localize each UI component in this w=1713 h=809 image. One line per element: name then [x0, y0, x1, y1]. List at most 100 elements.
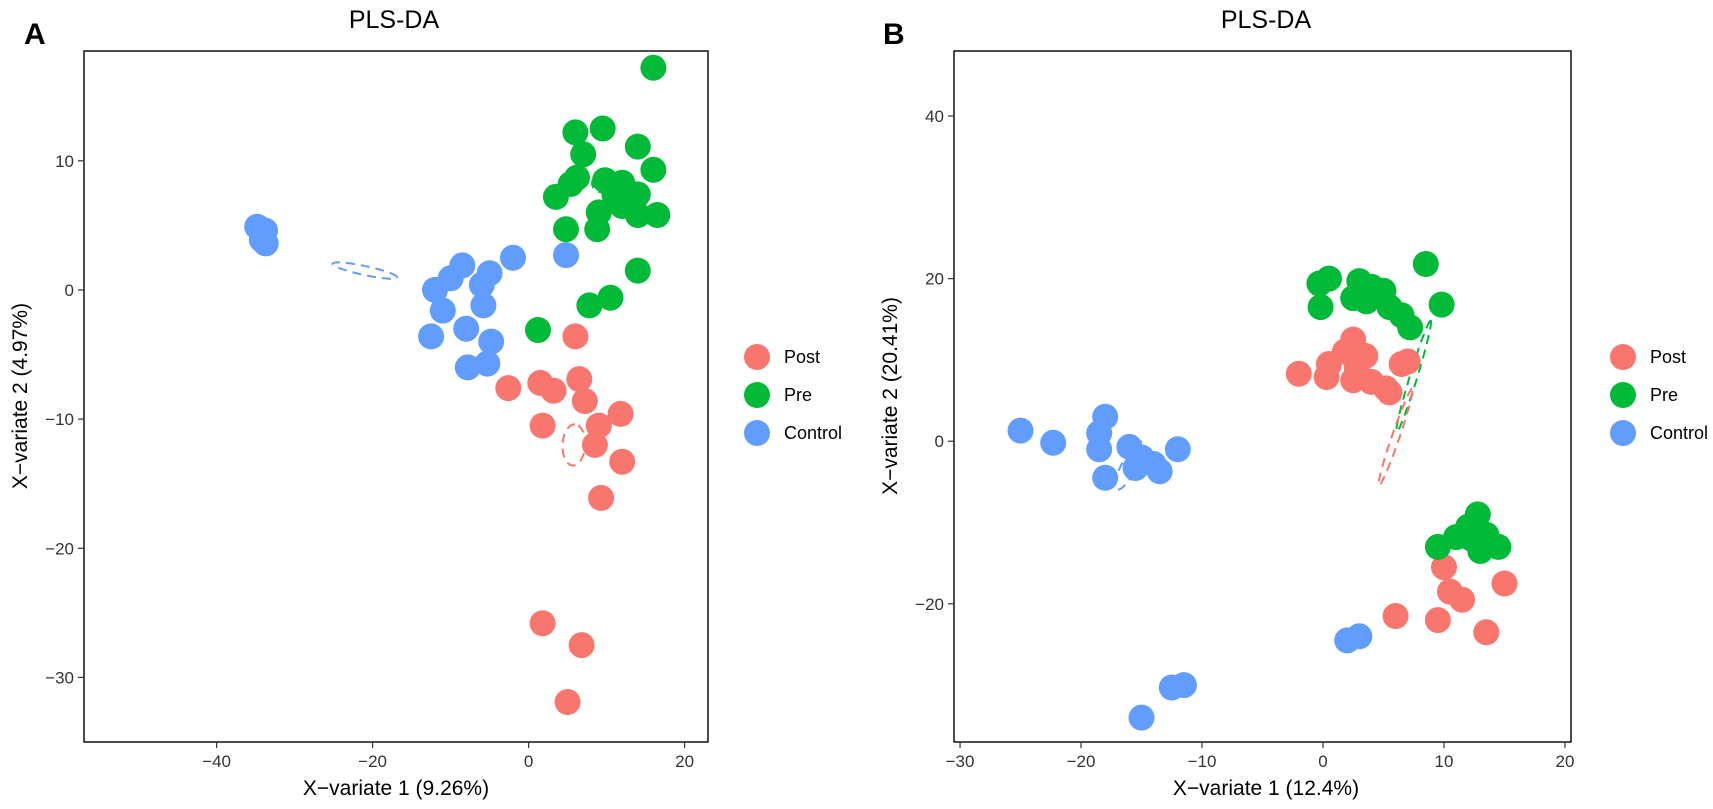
- point-control: [1086, 436, 1113, 463]
- legend-marker-pre: [744, 382, 770, 408]
- point-pre: [1306, 270, 1333, 297]
- point-post: [588, 484, 615, 511]
- point-pre: [1412, 251, 1439, 277]
- point-control: [474, 350, 501, 377]
- panel-b-y-axis: −20 0 20 40: [915, 107, 954, 614]
- point-control: [1334, 627, 1361, 654]
- point-post: [1382, 603, 1409, 629]
- panel-b-x-axis-label: X−variate 1 (12.4%): [1173, 777, 1359, 800]
- panel-b-plot-frame: [953, 50, 1572, 743]
- ellipse-control: [331, 261, 399, 280]
- panel-b: B PLS-DA −30 −20 −10 0 10 20 −20 0 20 40 X−varia…: [879, 6, 1708, 800]
- point-pre: [1307, 294, 1334, 321]
- y-tick-label: 20: [925, 270, 944, 289]
- y-tick-label: −30: [45, 668, 74, 687]
- x-tick-label: 20: [675, 752, 694, 771]
- x-tick-label: −40: [202, 752, 231, 771]
- point-post: [1376, 379, 1403, 406]
- point-post: [1473, 619, 1500, 646]
- point-post: [562, 323, 589, 350]
- panel-a: A PLS-DA −40 −20 0 20 −30 −20 −10 0 10 X−variat…: [9, 6, 842, 800]
- legend-label-pre: Pre: [1650, 385, 1678, 405]
- panel-a-y-axis: −30 −20 −10 0 10: [45, 152, 84, 687]
- x-tick-label: 0: [524, 752, 533, 771]
- point-control: [454, 354, 481, 381]
- point-pre: [570, 141, 597, 168]
- point-pre: [525, 317, 551, 343]
- point-pre: [1467, 538, 1494, 564]
- point-pre: [589, 115, 616, 142]
- point-post: [495, 375, 522, 402]
- panel-a-title: PLS-DA: [349, 6, 440, 34]
- point-post: [609, 448, 636, 475]
- point-control: [1092, 464, 1119, 491]
- point-control: [1007, 417, 1034, 444]
- point-pre: [644, 202, 671, 228]
- point-post: [529, 610, 556, 637]
- y-tick-label: 0: [65, 281, 74, 300]
- legend-marker-post: [744, 344, 770, 370]
- point-pre: [542, 183, 569, 210]
- point-pre: [562, 119, 589, 146]
- x-tick-label: −20: [1067, 752, 1096, 771]
- x-tick-label: −10: [1188, 752, 1217, 771]
- panel-letter-b: B: [883, 18, 905, 51]
- point-control: [553, 242, 579, 269]
- legend-marker-pre: [1610, 382, 1636, 408]
- point-control: [1164, 436, 1191, 463]
- y-tick-label: 10: [55, 152, 74, 171]
- point-post: [585, 412, 612, 439]
- panel-a-confidence-ellipses: [331, 171, 623, 467]
- point-pre: [597, 284, 624, 311]
- x-tick-label: 10: [1435, 752, 1454, 771]
- point-post: [568, 632, 595, 659]
- point-pre: [1353, 288, 1380, 315]
- point-control: [478, 328, 505, 355]
- x-tick-label: −30: [946, 752, 975, 771]
- x-tick-label: −20: [358, 752, 387, 771]
- point-pre: [584, 216, 611, 243]
- point-control: [1158, 674, 1185, 701]
- x-tick-label: 0: [1318, 752, 1327, 771]
- point-post: [1424, 607, 1451, 634]
- y-tick-label: −20: [45, 539, 74, 558]
- point-post: [529, 412, 556, 439]
- legend-marker-post: [1610, 344, 1636, 370]
- point-post: [1394, 348, 1421, 375]
- point-pre: [624, 202, 651, 228]
- point-post: [571, 388, 598, 414]
- ellipse-post: [561, 423, 587, 467]
- point-control: [1040, 429, 1067, 456]
- point-post: [554, 689, 581, 715]
- panel-b-legend: Post Pre Control: [1610, 344, 1708, 446]
- panel-a-x-axis: −40 −20 0 20: [202, 742, 694, 771]
- point-control: [470, 292, 497, 319]
- legend-marker-control: [1610, 420, 1636, 446]
- point-control: [422, 276, 448, 303]
- point-control: [1122, 455, 1149, 481]
- panel-b-y-axis-label: X−variate 2 (20.41%): [879, 297, 902, 495]
- point-post: [607, 400, 634, 427]
- y-tick-label: −20: [915, 595, 944, 614]
- point-post: [540, 377, 567, 404]
- point-pre: [640, 156, 667, 183]
- point-control: [1146, 458, 1173, 485]
- panel-a-y-axis-label: X−variate 2 (4.97%): [9, 303, 32, 489]
- x-tick-label: 20: [1555, 752, 1574, 771]
- point-post: [1285, 360, 1312, 387]
- point-pre: [624, 257, 651, 284]
- point-control: [500, 244, 526, 271]
- point-post: [1313, 364, 1340, 390]
- point-control: [252, 230, 279, 257]
- legend-label-control: Control: [1650, 423, 1708, 443]
- panel-letter-a: A: [24, 18, 46, 51]
- point-pre: [624, 133, 651, 160]
- legend-label-post: Post: [1650, 347, 1686, 367]
- panel-a-plot-frame: [83, 50, 709, 743]
- legend-label-post: Post: [784, 347, 820, 367]
- y-tick-label: 0: [935, 432, 944, 451]
- ellipse-post: [1377, 387, 1414, 487]
- point-control: [468, 271, 495, 298]
- y-tick-label: 40: [925, 107, 944, 126]
